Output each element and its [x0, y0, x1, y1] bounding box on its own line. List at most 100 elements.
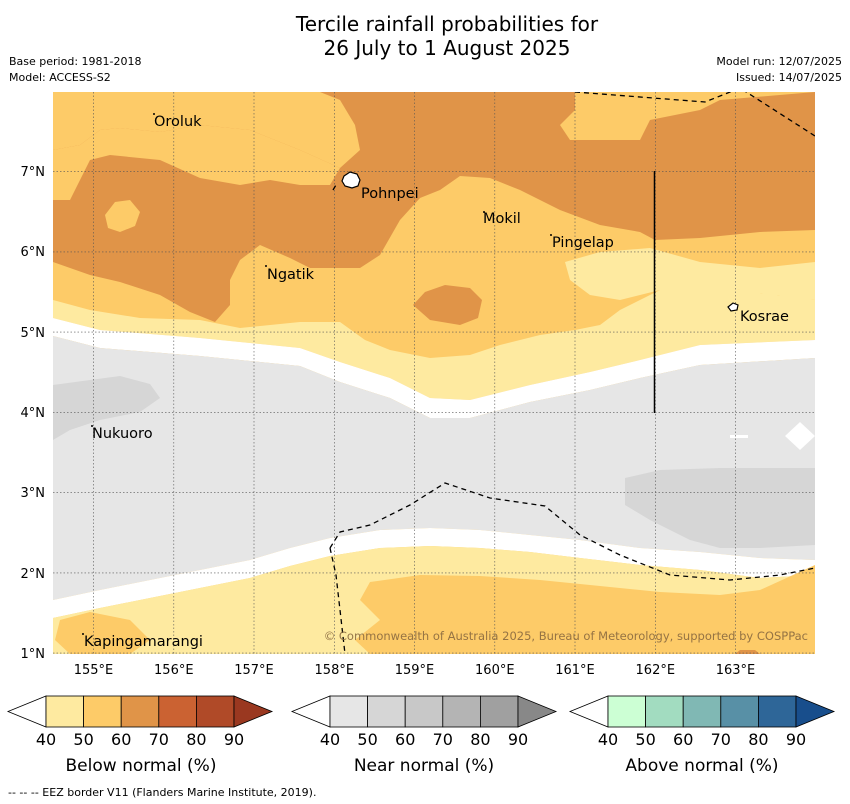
base-period: Base period: 1981-2018 — [9, 55, 142, 68]
eez-border-south — [329, 482, 815, 581]
eez-border-north — [574, 92, 815, 137]
colorbar-cell — [83, 695, 122, 728]
place-label-mokil: Mokil — [483, 211, 521, 227]
colorbar-tick-label: 40 — [320, 730, 340, 749]
colorbar-tick-label: 50 — [73, 730, 93, 749]
field-below-40-band — [53, 248, 815, 400]
colorbar-near-normal: 40 50 60 70 80 90 — [290, 695, 558, 749]
lat-axis-labels: 7°N 6°N 5°N 4°N 3°N 2°N 1°N — [21, 165, 46, 662]
colorbar-tick-label: 40 — [598, 730, 618, 749]
field-below-50-blob — [105, 200, 140, 232]
field-near-50-east — [625, 468, 815, 548]
colorbar-below-normal: 40 50 60 70 80 90 — [6, 695, 274, 749]
colorbar-extend-low — [568, 695, 609, 728]
colorbar-cell — [404, 695, 444, 728]
colorbar-tick-label: 40 — [36, 730, 56, 749]
field-white-dash — [730, 435, 748, 438]
graticule — [53, 92, 815, 654]
lat-label: 1°N — [21, 647, 46, 662]
lat-label: 4°N — [21, 406, 46, 421]
lat-label: 2°N — [21, 567, 46, 582]
legend-label-above: Above normal (%) — [625, 756, 779, 776]
colorbar-tick-label: 70 — [711, 730, 731, 749]
colorbar-tick-label: 80 — [186, 730, 206, 749]
colorbar-tick-label: 90 — [224, 730, 244, 749]
colorbar-cell — [329, 695, 368, 728]
colorbar-cell — [45, 695, 84, 728]
colorbar-tick-label: 70 — [433, 730, 453, 749]
lat-label: 3°N — [21, 486, 46, 501]
colorbar-extend-high — [233, 695, 274, 728]
place-labels: Oroluk Pohnpei Mokil Pingelap Ngatik Kos… — [84, 114, 789, 650]
colorbar-tick-label: 50 — [635, 730, 655, 749]
eez-border-south-vertical — [329, 547, 346, 654]
lat-label: 5°N — [21, 326, 46, 341]
colorbar-above-normal: 40 50 60 70 80 90 — [568, 695, 836, 749]
field-near-40-middle — [53, 336, 815, 600]
field-white-gap-north — [53, 318, 815, 418]
chart-title: Tercile rainfall probabilities for 26 Ju… — [0, 12, 850, 60]
colorbar-tick-label: 90 — [786, 730, 806, 749]
colorbar-tick-label: 60 — [111, 730, 131, 749]
colorbar-extend-low — [6, 695, 47, 728]
colorbar-cell — [645, 695, 684, 728]
colorbar-cell — [442, 695, 481, 728]
lon-label: 160°E — [475, 663, 515, 678]
field-below-60-blob — [413, 285, 482, 325]
field-below-50-southwest — [55, 612, 150, 654]
colorbar-cell — [682, 695, 722, 728]
colorbar-cell — [195, 695, 235, 728]
lon-label: 158°E — [315, 663, 355, 678]
field-white-gap-south — [53, 528, 815, 618]
place-label-kapingamarangi: Kapingamarangi — [84, 634, 203, 650]
lon-label: 159°E — [395, 663, 435, 678]
eez-footnote: -- -- -- EEZ border V11 (Flanders Marine… — [8, 786, 317, 799]
place-label-kosrae: Kosrae — [740, 309, 789, 325]
lat-label: 7°N — [21, 165, 46, 180]
colorbar-cell — [158, 695, 197, 728]
meta-right: Model run: 12/07/2025 Issued: 14/07/2025 — [716, 54, 842, 86]
colorbar-cell — [758, 695, 797, 728]
title-line-2: 26 July to 1 August 2025 — [323, 36, 571, 60]
lon-label: 156°E — [154, 663, 194, 678]
colorbar-cell — [720, 695, 759, 728]
lon-label: 163°E — [716, 663, 756, 678]
place-label-oroluk: Oroluk — [154, 114, 202, 130]
field-white-diamond — [785, 422, 815, 450]
field-below-50-south — [355, 565, 815, 654]
eez-border-pohnpei — [332, 184, 337, 191]
place-label-nukuoro: Nukuoro — [92, 426, 153, 442]
model-name: Model: ACCESS-S2 — [9, 71, 111, 84]
colorbar-tick-label: 60 — [395, 730, 415, 749]
lat-label: 6°N — [21, 245, 46, 260]
colorbar-cell — [120, 695, 160, 728]
colorbar-tick-label: 80 — [470, 730, 490, 749]
colorbar-cell — [607, 695, 646, 728]
probability-field — [53, 92, 815, 654]
field-near-50-west — [53, 376, 160, 440]
place-label-pingelap: Pingelap — [552, 235, 614, 251]
colorbar-extend-high — [795, 695, 836, 728]
title-line-1: Tercile rainfall probabilities for — [295, 12, 599, 36]
lon-label: 155°E — [74, 663, 114, 678]
lon-label: 161°E — [555, 663, 595, 678]
meta-left: Base period: 1981-2018 Model: ACCESS-S2 — [9, 54, 141, 86]
colorbar-tick-label: 80 — [748, 730, 768, 749]
lon-label: 162°E — [636, 663, 676, 678]
colorbar-cell — [367, 695, 406, 728]
lon-label: 157°E — [234, 663, 274, 678]
kosrae-island — [727, 302, 739, 312]
place-label-pohnpei: Pohnpei — [361, 186, 419, 202]
pohnpei-island — [341, 171, 361, 189]
colorbar-extend-high — [517, 695, 558, 728]
model-run: Model run: 12/07/2025 — [716, 55, 842, 68]
colorbar-tick-label: 50 — [357, 730, 377, 749]
eez-borders — [329, 92, 815, 654]
colorbar-tick-label: 60 — [673, 730, 693, 749]
atoll-markers — [82, 113, 552, 635]
legend-label-below: Below normal (%) — [65, 756, 217, 776]
issued-date: Issued: 14/07/2025 — [735, 71, 842, 84]
colorbar-cell — [479, 695, 519, 728]
copyright-notice: © Commonwealth of Australia 2025, Bureau… — [324, 629, 808, 643]
lon-axis-labels: 155°E 156°E 157°E 158°E 159°E 160°E 161°… — [74, 663, 756, 678]
